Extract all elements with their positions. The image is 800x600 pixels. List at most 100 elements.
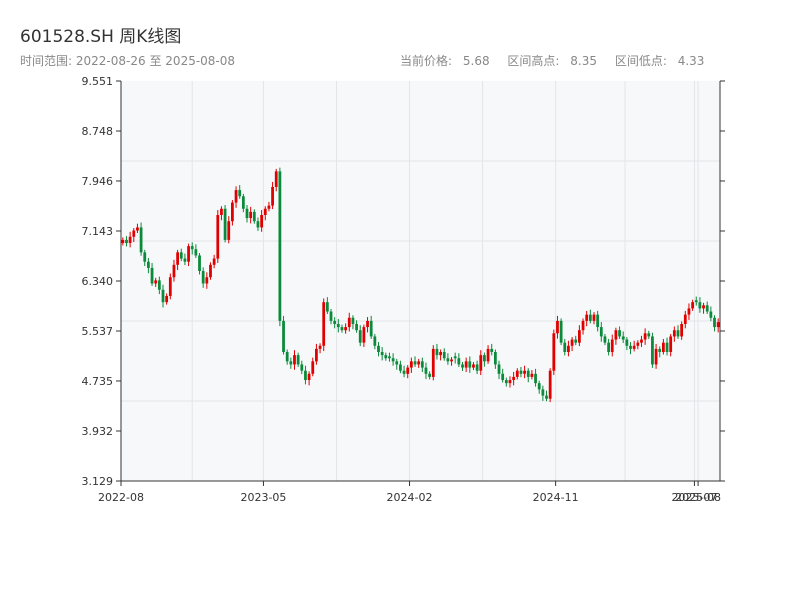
candle-body	[194, 249, 198, 256]
candle-body	[311, 361, 315, 374]
candle-body	[596, 314, 600, 328]
candle-body	[651, 336, 654, 365]
candle-body	[220, 208, 223, 215]
candle-body	[391, 358, 395, 362]
x-tick-label: 2025-08	[675, 491, 721, 504]
candle-body	[369, 320, 373, 337]
candle-body	[132, 230, 136, 237]
candle-body	[603, 336, 607, 343]
candle-body	[512, 376, 516, 381]
candle-body	[483, 355, 486, 362]
candle-body	[271, 186, 274, 206]
candle-body	[497, 364, 501, 374]
candle-body	[252, 211, 256, 222]
candle-body	[282, 320, 285, 353]
candle-body	[322, 302, 326, 346]
candle-body	[672, 330, 676, 337]
candle-body	[468, 361, 472, 368]
candle-body	[647, 333, 651, 337]
candle-body	[691, 302, 694, 309]
candle-body	[241, 196, 245, 209]
candle-body	[121, 239, 125, 244]
y-tick-label: 3.129	[82, 475, 114, 488]
candle-body	[336, 323, 340, 328]
candle-body	[340, 327, 344, 331]
candle-body	[665, 342, 669, 353]
candle-body	[245, 208, 249, 219]
candle-body	[581, 320, 585, 331]
candle-body	[680, 323, 684, 337]
candle-body	[504, 380, 508, 384]
candle-body	[585, 314, 589, 321]
candle-body	[260, 214, 264, 228]
candle-body	[709, 311, 713, 318]
candle-body	[256, 221, 260, 228]
y-tick-label: 4.735	[82, 375, 114, 388]
candle-body	[629, 345, 632, 349]
candle-body	[296, 355, 300, 365]
candle-body	[574, 339, 578, 343]
candle-body	[658, 348, 662, 353]
y-tick-label: 5.537	[82, 325, 114, 338]
y-tick-label: 6.340	[82, 275, 114, 288]
candle-body	[329, 311, 333, 321]
candle-body	[636, 342, 640, 346]
candle-body	[486, 348, 490, 362]
candle-body	[548, 370, 552, 399]
candle-body	[705, 305, 709, 312]
candle-body	[694, 300, 698, 303]
candle-body	[676, 330, 680, 337]
candle-body	[285, 352, 289, 362]
candle-body	[362, 327, 366, 343]
candle-body	[683, 314, 687, 324]
candle-body	[128, 236, 132, 244]
candle-body	[183, 258, 187, 262]
candle-body	[399, 364, 402, 371]
candle-body	[216, 214, 220, 259]
candle-body	[205, 277, 209, 284]
candle-body	[519, 370, 523, 374]
candle-body	[559, 320, 563, 343]
candle-body	[278, 171, 282, 321]
date-range-label: 时间范围:	[20, 54, 73, 68]
candle-body	[212, 258, 216, 265]
candle-body	[592, 314, 596, 321]
x-tick-label: 2025-07	[671, 491, 717, 504]
candle-body	[209, 264, 212, 278]
candle-body	[161, 289, 165, 303]
candle-body	[523, 370, 526, 374]
candle-body	[537, 383, 541, 390]
candle-body	[607, 342, 610, 353]
candle-body	[373, 336, 377, 346]
candle-body	[384, 355, 388, 359]
candle-body	[610, 339, 614, 353]
candle-body	[304, 370, 307, 381]
candle-body	[541, 389, 545, 396]
candle-body	[201, 271, 205, 284]
candle-body	[172, 264, 176, 278]
candle-body	[377, 345, 380, 353]
x-tick-label: 2024-11	[533, 491, 579, 504]
candle-body	[154, 280, 158, 284]
candle-body	[431, 348, 435, 377]
candle-body	[238, 190, 242, 197]
candle-body	[231, 202, 234, 222]
candle-body	[442, 352, 446, 359]
candle-body	[450, 359, 453, 362]
candle-body	[461, 364, 464, 368]
candle-body	[388, 356, 391, 359]
candle-body	[347, 317, 351, 328]
candle-body	[556, 320, 559, 334]
candle-body	[355, 323, 358, 331]
candle-body	[417, 361, 421, 365]
candle-body	[698, 302, 702, 309]
high-label: 区间高点:	[507, 54, 560, 68]
candle-body	[493, 352, 497, 365]
x-tick-label: 2022-08	[98, 491, 144, 504]
candle-body	[147, 261, 150, 268]
candle-body	[165, 295, 169, 303]
candle-body	[234, 190, 238, 203]
candle-body	[351, 317, 355, 324]
candle-body	[307, 373, 311, 381]
